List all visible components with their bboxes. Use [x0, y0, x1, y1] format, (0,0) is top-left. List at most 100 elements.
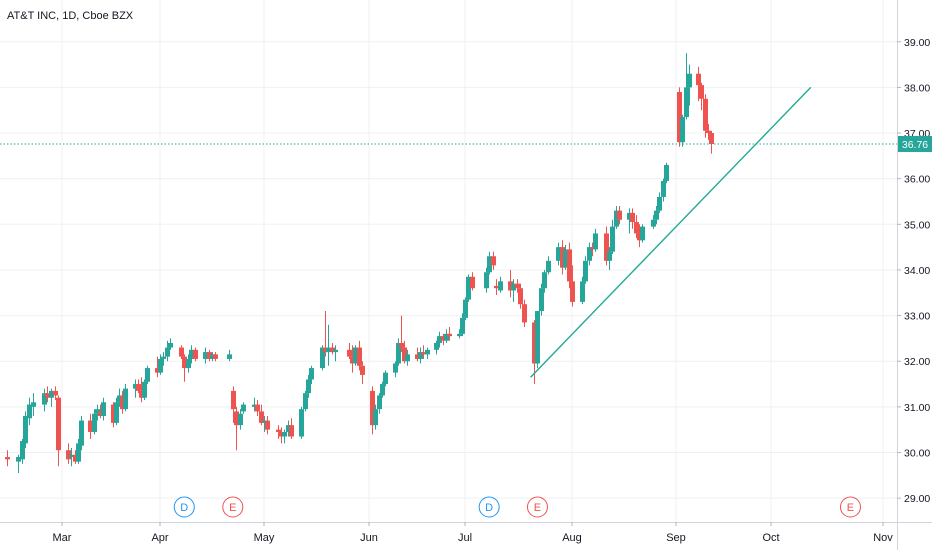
candle-up[interactable]	[286, 420, 291, 437]
candle-up[interactable]	[20, 438, 25, 464]
candle-up[interactable]	[377, 393, 382, 414]
candle-up[interactable]	[373, 404, 378, 430]
candle-down[interactable]	[88, 413, 93, 439]
candle-up[interactable]	[556, 242, 561, 266]
candle-up[interactable]	[614, 206, 619, 229]
candle-up[interactable]	[654, 206, 659, 225]
candle-down[interactable]	[136, 379, 141, 394]
candle-up[interactable]	[333, 345, 338, 362]
candle-down[interactable]	[590, 242, 595, 257]
candle-down[interactable]	[399, 315, 404, 353]
candle-up[interactable]	[227, 349, 232, 362]
candle-up[interactable]	[145, 365, 150, 385]
candle-down[interactable]	[570, 265, 575, 307]
candle-up[interactable]	[444, 329, 449, 343]
candle-down[interactable]	[637, 224, 642, 248]
candle-up[interactable]	[117, 388, 122, 407]
candle-down[interactable]	[630, 208, 635, 229]
candle-down[interactable]	[56, 395, 61, 467]
candle-up[interactable]	[466, 274, 471, 302]
candle-down[interactable]	[155, 356, 160, 378]
candle-up[interactable]	[610, 219, 615, 254]
candle-up[interactable]	[79, 415, 84, 451]
candle-up[interactable]	[593, 228, 598, 252]
candle-up[interactable]	[95, 404, 100, 421]
dividend-marker[interactable]: D	[478, 496, 500, 518]
candle-up[interactable]	[282, 429, 287, 444]
candle-up[interactable]	[393, 361, 398, 378]
candle-down[interactable]	[289, 418, 294, 439]
candle-up[interactable]	[580, 276, 585, 305]
candle-up[interactable]	[303, 390, 308, 412]
candle-down[interactable]	[139, 377, 144, 403]
candle-up[interactable]	[320, 345, 325, 371]
candle-up[interactable]	[353, 345, 358, 366]
earnings-marker[interactable]: E	[222, 496, 244, 518]
candle-down[interactable]	[182, 354, 187, 382]
candle-down[interactable]	[370, 386, 375, 435]
candle-up[interactable]	[425, 347, 430, 359]
candle-up[interactable]	[299, 406, 304, 439]
candle-up[interactable]	[405, 349, 410, 366]
candle-down[interactable]	[234, 406, 239, 451]
candle-down[interactable]	[207, 349, 212, 362]
candle-up[interactable]	[16, 454, 21, 474]
candle-up[interactable]	[418, 347, 423, 364]
candle-down[interactable]	[66, 443, 71, 464]
candle-down[interactable]	[360, 361, 365, 385]
candle-down[interactable]	[255, 400, 260, 416]
earnings-marker[interactable]: E	[526, 496, 548, 518]
candle-down[interactable]	[604, 226, 609, 266]
candle-up[interactable]	[664, 162, 669, 184]
candle-down[interactable]	[415, 347, 420, 362]
candle-up[interactable]	[203, 347, 208, 364]
candle-up[interactable]	[511, 279, 516, 302]
candle-down[interactable]	[518, 283, 523, 309]
candle-up[interactable]	[76, 438, 81, 464]
candle-up[interactable]	[687, 64, 692, 106]
candle-up[interactable]	[583, 256, 588, 284]
candle-up[interactable]	[49, 388, 54, 407]
trendline[interactable]	[530, 86, 812, 378]
candle-up[interactable]	[238, 409, 243, 430]
candle-down[interactable]	[709, 130, 714, 154]
candle-up[interactable]	[542, 269, 547, 293]
candle-down[interactable]	[560, 240, 565, 275]
candle-up[interactable]	[158, 354, 163, 375]
candle-up[interactable]	[262, 415, 267, 432]
candle-down[interactable]	[347, 342, 352, 359]
candle-up[interactable]	[546, 256, 551, 275]
candle-up[interactable]	[457, 329, 462, 339]
candle-down[interactable]	[323, 311, 328, 357]
candle-up[interactable]	[306, 374, 311, 398]
candle-up[interactable]	[165, 340, 170, 362]
candle-down[interactable]	[265, 415, 270, 435]
candle-up[interactable]	[92, 409, 97, 435]
candle-up[interactable]	[396, 338, 401, 366]
candle-up[interactable]	[186, 354, 191, 373]
candle-down[interactable]	[617, 206, 622, 225]
candle-down[interactable]	[259, 404, 264, 426]
candle-down[interactable]	[696, 66, 701, 102]
candle-down[interactable]	[276, 425, 281, 439]
candle-up[interactable]	[498, 276, 503, 293]
candle-up[interactable]	[587, 242, 592, 266]
candle-down[interactable]	[491, 251, 496, 270]
candle-up[interactable]	[168, 338, 173, 350]
candle-up[interactable]	[627, 208, 632, 234]
candle-up[interactable]	[535, 311, 540, 369]
candle-up[interactable]	[241, 402, 246, 414]
candle-up[interactable]	[27, 397, 32, 426]
candle-down[interactable]	[231, 386, 236, 423]
candle-down[interactable]	[677, 87, 682, 147]
candle-up[interactable]	[309, 365, 314, 385]
candle-down[interactable]	[73, 450, 78, 464]
candle-down[interactable]	[421, 345, 426, 359]
candle-down[interactable]	[111, 402, 116, 428]
candle-up[interactable]	[484, 267, 489, 293]
candle-up[interactable]	[101, 397, 106, 421]
candle-down[interactable]	[357, 340, 362, 371]
candle-down[interactable]	[330, 342, 335, 355]
